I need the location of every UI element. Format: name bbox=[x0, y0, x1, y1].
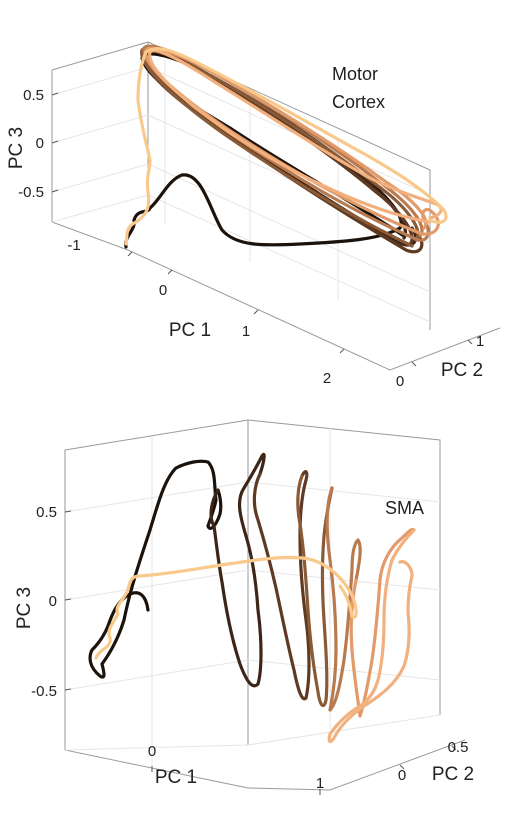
sma-annotation: SMA bbox=[385, 498, 424, 518]
motor-x-tick-label: 1 bbox=[242, 323, 250, 340]
motor-x-tick-label: -1 bbox=[67, 237, 80, 254]
motor-y-axis-label: PC 2 bbox=[441, 360, 483, 381]
motor-x-axis-label: PC 1 bbox=[169, 320, 211, 341]
sma-trace-8 bbox=[94, 555, 358, 660]
sma-trace-7 bbox=[327, 528, 416, 744]
motor-z-tick-label: 0.5 bbox=[23, 87, 44, 104]
motor-x-tick bbox=[127, 251, 133, 257]
motor-z-axis-label: PC 3 bbox=[6, 127, 27, 169]
motor-z-tick-label: 0 bbox=[36, 135, 44, 152]
motor-trace-5 bbox=[142, 44, 430, 242]
motor-z-tick-label: -0.5 bbox=[18, 184, 44, 201]
motor-y-tick-label: 1 bbox=[476, 333, 484, 350]
sma-z-tick-label: 0.5 bbox=[36, 504, 57, 521]
motor-y-tick bbox=[467, 339, 473, 345]
motor-z-tick bbox=[51, 189, 59, 193]
sma-y-tick bbox=[451, 745, 457, 751]
sma-y-tick bbox=[399, 764, 405, 770]
motor-trace-7 bbox=[148, 49, 443, 224]
sma-x-tick-label: 1 bbox=[316, 775, 324, 792]
motor-cortex-front-edge bbox=[127, 249, 501, 371]
motor-x-tick bbox=[339, 348, 345, 354]
motor-z-tick bbox=[51, 140, 59, 144]
motor-cortex-annotation-line2: Cortex bbox=[332, 92, 385, 112]
motor-x-tick-label: 0 bbox=[159, 282, 167, 299]
sma-trajectories bbox=[88, 452, 416, 744]
sma-x-axis-label: PC 1 bbox=[155, 767, 197, 788]
motor-cortex-panel: 0.5 0 -0.5 -1 0 1 2 0 1 PC 3 PC 1 PC 2 M… bbox=[6, 41, 501, 390]
sma-trace-4 bbox=[296, 474, 334, 708]
sma-z-tick bbox=[64, 598, 72, 601]
motor-x-tick bbox=[253, 309, 259, 315]
sma-x-tick-label: 0 bbox=[148, 743, 156, 760]
sma-trace-5 bbox=[325, 486, 362, 712]
sma-trace-1 bbox=[88, 459, 223, 679]
sma-y-tick-label: 0 bbox=[398, 767, 406, 784]
sma-trace-6 bbox=[349, 527, 416, 718]
sma-z-tick bbox=[64, 510, 72, 513]
motor-x-tick-label: 2 bbox=[323, 370, 331, 387]
sma-trace-2 bbox=[209, 452, 266, 688]
motor-x-tick bbox=[167, 269, 173, 275]
sma-z-tick-label: 0 bbox=[49, 593, 57, 610]
motor-z-tick bbox=[51, 92, 59, 96]
sma-front-edge bbox=[247, 739, 466, 791]
motor-trace-8 bbox=[124, 47, 448, 246]
motor-cortex-trajectories bbox=[124, 44, 448, 254]
motor-y-tick-label: 0 bbox=[396, 373, 404, 390]
sma-panel: 0.5 0 -0.5 0 1 0 0.5 PC 3 PC 1 PC 2 SMA bbox=[14, 419, 474, 795]
sma-z-tick-label: -0.5 bbox=[31, 683, 57, 700]
sma-z-tick bbox=[64, 688, 72, 691]
sma-y-tick-label: 0.5 bbox=[448, 739, 469, 756]
sma-z-axis-label: PC 3 bbox=[14, 587, 35, 629]
motor-cortex-annotation-line1: Motor bbox=[332, 64, 378, 84]
sma-grid bbox=[64, 419, 441, 789]
motor-y-tick bbox=[411, 361, 417, 367]
sma-y-axis-label: PC 2 bbox=[432, 764, 474, 785]
sma-trace-3 bbox=[252, 470, 311, 701]
